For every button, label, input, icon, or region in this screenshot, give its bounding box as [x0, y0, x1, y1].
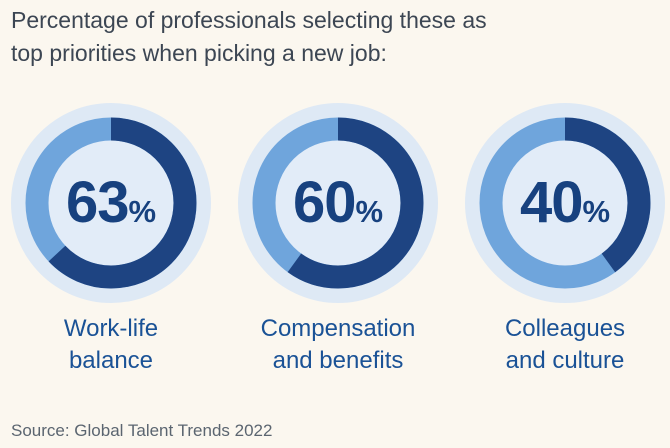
donut-arc-value	[479, 117, 651, 289]
percent-sign: %	[128, 194, 157, 229]
donut-row: 63% Work-life balance 60% Compensation a…	[11, 103, 665, 377]
donut-label-line-2: balance	[68, 347, 154, 374]
percentage-value: 40%	[465, 103, 665, 303]
donut-arc-value	[252, 117, 424, 289]
donut-label-line-1: Compensation	[260, 315, 416, 342]
donut-arc-value	[25, 117, 197, 289]
percent-sign: %	[355, 194, 384, 229]
percentage-value: 63%	[11, 103, 211, 303]
donut-rings	[465, 103, 665, 303]
percentage-number: 40	[519, 170, 584, 235]
donut-chart-colleagues-and-culture: 40%	[465, 103, 665, 303]
donut-label: Colleagues and culture	[505, 313, 625, 377]
chart-title-line-2: top priorities when picking a new job:	[11, 40, 387, 66]
donut-label-line-2: and benefits	[272, 347, 404, 374]
percentage-value: 60%	[238, 103, 438, 303]
donut-label: Work-life balance	[64, 313, 158, 377]
donut-hole	[48, 140, 174, 266]
donut-chart-work-life-balance: 63%	[11, 103, 211, 303]
chart-title: Percentage of professionals selecting th…	[11, 4, 487, 70]
donut-hole	[502, 140, 628, 266]
percent-sign: %	[582, 194, 611, 229]
donut-rings	[238, 103, 438, 303]
donut-card-colleagues-and-culture: 40% Colleagues and culture	[465, 103, 665, 377]
donut-label-line-1: Colleagues	[504, 315, 626, 342]
donut-label: Compensation and benefits	[261, 313, 416, 377]
donut-rings	[11, 103, 211, 303]
source-note: Source: Global Talent Trends 2022	[11, 421, 273, 440]
donut-chart-compensation-and-benefits: 60%	[238, 103, 438, 303]
donut-hole	[275, 140, 401, 266]
donut-label-line-2: and culture	[505, 347, 625, 374]
percentage-number: 63	[65, 170, 130, 235]
percentage-number: 60	[292, 170, 357, 235]
chart-title-line-1: Percentage of professionals selecting th…	[11, 7, 487, 33]
donut-card-compensation-and-benefits: 60% Compensation and benefits	[238, 103, 438, 377]
donut-card-work-life-balance: 63% Work-life balance	[11, 103, 211, 377]
donut-label-line-1: Work-life	[63, 315, 159, 342]
